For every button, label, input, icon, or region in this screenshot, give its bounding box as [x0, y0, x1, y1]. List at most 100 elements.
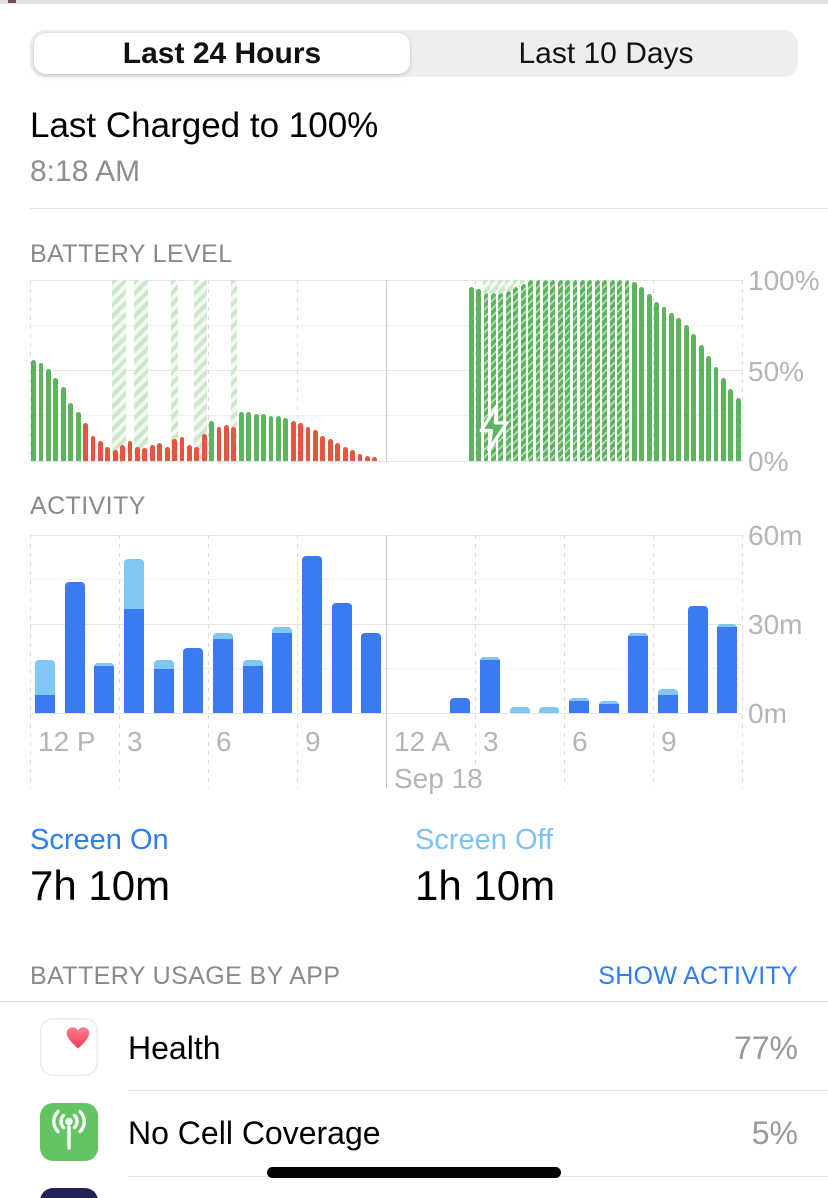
- divider: [30, 208, 828, 209]
- battery-bar: [357, 453, 363, 461]
- battery-bar: [646, 294, 652, 461]
- battery-bar: [186, 444, 192, 461]
- battery-level-header: BATTERY LEVEL: [30, 240, 233, 268]
- screen-on-bar-10A: [687, 606, 708, 713]
- battery-bar: [83, 423, 88, 461]
- battery-bar: [476, 289, 481, 461]
- battery-y-label-0%: 0%: [748, 446, 789, 477]
- segment-selected-thumb: [34, 33, 410, 74]
- battery-bar: [468, 287, 474, 461]
- battery-bar: [364, 455, 370, 461]
- activity-header: ACTIVITY: [30, 492, 146, 520]
- activity-y-label-0m: 0m: [748, 698, 787, 729]
- antenna-icon: [52, 1109, 86, 1150]
- screen-on-bar-11P: [361, 632, 382, 713]
- activity-y-label-30m: 30m: [748, 609, 803, 640]
- x-axis-label-9: 9: [661, 726, 677, 757]
- battery-bar: [483, 292, 489, 461]
- activity-grid-hour-0: [30, 535, 31, 788]
- battery-bar: [550, 280, 556, 461]
- screen-off-label[interactable]: Screen Off: [415, 824, 554, 856]
- battery-bar: [261, 413, 266, 461]
- battery-bar: [528, 280, 533, 461]
- plugged-in-overlay: [112, 280, 126, 461]
- activity-chart[interactable]: 12 P 3 6 9 12 A 3 6 9 Sep 18: [30, 534, 743, 794]
- battery-bar: [142, 448, 148, 461]
- screen-on-bar-1P: [64, 582, 85, 713]
- battery-bar: [275, 415, 281, 461]
- segment-last-24-hours[interactable]: Last 24 Hours: [122, 36, 322, 70]
- battery-midnight-line: [386, 280, 387, 461]
- battery-bar: [38, 363, 44, 461]
- battery-bar: [320, 435, 326, 461]
- health-app-icon: [40, 1018, 98, 1076]
- battery-bar: [594, 280, 600, 461]
- app-name: Health: [128, 1030, 221, 1066]
- battery-bar: [112, 450, 118, 461]
- battery-bar: [97, 441, 103, 461]
- battery-bar: [172, 439, 177, 461]
- battery-grid-hour-24: [742, 280, 743, 461]
- battery-level-chart[interactable]: [30, 279, 743, 462]
- x-axis-label-12A: 12 A: [394, 726, 451, 757]
- battery-bar: [201, 433, 207, 461]
- battery-gridline-0: [30, 460, 742, 462]
- battery-bar: [246, 412, 252, 461]
- battery-bar: [350, 450, 355, 461]
- battery-bar: [75, 412, 81, 461]
- screen-on-bar-8P: [272, 632, 293, 713]
- charging-cap-overlay: [505, 280, 513, 291]
- battery-bar: [580, 280, 585, 461]
- battery-bar: [639, 287, 645, 461]
- battery-bar: [31, 359, 36, 461]
- battery-grid-hour-6: [208, 280, 209, 461]
- battery-bar: [238, 412, 244, 461]
- battery-bar: [609, 280, 615, 461]
- battery-bar: [654, 301, 659, 461]
- activity-grid-hour-15: [475, 535, 476, 788]
- segment-last-10-days[interactable]: Last 10 Days: [518, 36, 694, 70]
- battery-bar: [617, 280, 622, 461]
- battery-bar: [157, 442, 163, 461]
- activity-grid-hour-18: [564, 535, 565, 788]
- activity-grid-hour-3: [119, 535, 120, 788]
- charging-bolt-icon: [477, 404, 511, 456]
- time-range-segmented-control: Last 24 Hours Last 10 Days: [30, 30, 798, 77]
- x-axis-label-3: 3: [127, 726, 143, 757]
- screen-on-bar-2P: [94, 665, 115, 713]
- battery-bar: [68, 403, 74, 461]
- battery-bar: [587, 280, 593, 461]
- battery-bar: [372, 457, 378, 461]
- battery-grid-hour-21: [653, 280, 654, 461]
- charging-cap-overlay: [482, 280, 491, 293]
- screen-on-bar-9P: [301, 555, 322, 713]
- battery-bar: [53, 377, 59, 461]
- plugged-in-overlay: [134, 280, 149, 461]
- battery-bar: [268, 415, 274, 461]
- x-axis-label-6: 6: [572, 726, 588, 757]
- battery-bar: [342, 446, 348, 461]
- battery-bar: [683, 325, 689, 461]
- activity-y-label-60m: 60m: [748, 520, 803, 551]
- battery-bar: [90, 435, 96, 461]
- battery-bar: [105, 446, 111, 461]
- screen-on-label[interactable]: Screen On: [30, 824, 169, 856]
- home-indicator[interactable]: [267, 1167, 561, 1178]
- screen-on-bar-10P: [331, 603, 352, 713]
- battery-bar: [120, 444, 125, 461]
- battery-bar: [127, 441, 133, 461]
- screen-on-bar-7P: [242, 665, 263, 713]
- battery-bar: [676, 318, 682, 461]
- x-axis-label-3: 3: [483, 726, 499, 757]
- next-app-icon-partial: [40, 1188, 98, 1198]
- battery-bar: [661, 307, 667, 461]
- battery-bar: [602, 280, 608, 461]
- show-activity-button[interactable]: SHOW ACTIVITY: [598, 962, 798, 990]
- battery-bar: [224, 424, 229, 461]
- battery-bar: [520, 283, 526, 461]
- battery-bar: [557, 280, 563, 461]
- screen-on-bar-12P: [34, 695, 55, 713]
- last-charged-title: Last Charged to 100%: [30, 106, 379, 145]
- battery-bar: [735, 397, 741, 461]
